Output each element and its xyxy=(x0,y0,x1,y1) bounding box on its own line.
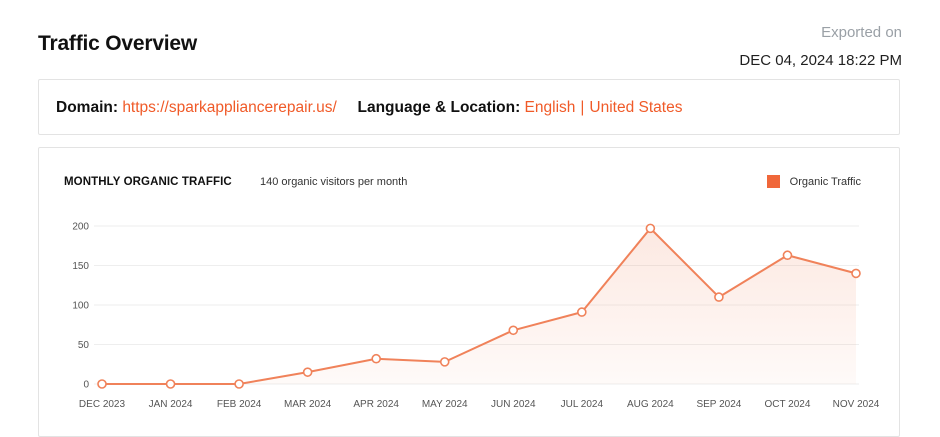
data-point[interactable] xyxy=(577,307,587,317)
x-tick-label: SEP 2024 xyxy=(696,399,741,410)
language-location-label: Language & Location: xyxy=(357,99,521,116)
y-tick-label: 200 xyxy=(72,222,89,233)
x-tick-label: AUG 2024 xyxy=(627,399,674,410)
export-date: DEC 04, 2024 18:22 PM xyxy=(739,52,902,69)
x-tick-label: JUN 2024 xyxy=(491,399,536,410)
chart-title: MONTHLY ORGANIC TRAFFIC xyxy=(64,176,232,188)
data-point[interactable] xyxy=(851,268,861,279)
domain-info-card: Domain: https://sparkappliancerepair.us/… xyxy=(38,79,900,135)
location-value[interactable]: United States xyxy=(589,99,683,116)
chart-subtitle: 140 organic visitors per month xyxy=(260,176,408,188)
domain-link[interactable]: https://sparkappliancerepair.us/ xyxy=(122,99,337,116)
language-value[interactable]: English xyxy=(524,99,576,116)
legend-label: Organic Traffic xyxy=(789,175,861,188)
data-point[interactable] xyxy=(234,379,244,389)
organic-traffic-chart-card: MONTHLY ORGANIC TRAFFIC 140 organic visi… xyxy=(38,147,900,437)
x-tick-label: OCT 2024 xyxy=(764,399,810,410)
data-points xyxy=(97,223,861,389)
x-tick-label: APR 2024 xyxy=(353,399,399,410)
x-tick-label: DEC 2023 xyxy=(79,399,126,410)
y-tick-label: 100 xyxy=(72,301,89,312)
series-line xyxy=(102,227,857,385)
y-tick-label: 0 xyxy=(83,380,89,391)
x-tick-label: JUL 2024 xyxy=(561,399,604,410)
page-title: Traffic Overview xyxy=(38,32,198,55)
x-axis-ticks: DEC 2023 JAN 2024 FEB 2024 MAR 2024 APR 2024… xyxy=(79,399,880,410)
series-area xyxy=(102,228,856,384)
domain-info-row: Domain: https://sparkappliancerepair.us/… xyxy=(56,99,682,117)
chart-legend[interactable]: Organic Traffic xyxy=(766,175,861,188)
y-axis-ticks: 0 50 100 150 200 xyxy=(72,222,89,391)
data-point[interactable] xyxy=(508,325,519,336)
x-tick-label: JAN 2024 xyxy=(149,399,193,410)
data-point[interactable] xyxy=(645,223,656,234)
domain-label: Domain: xyxy=(56,99,118,116)
data-point[interactable] xyxy=(714,292,724,302)
legend-swatch xyxy=(766,175,780,188)
area-fill xyxy=(102,228,856,384)
y-tick-label: 150 xyxy=(72,261,89,272)
series-line-organic-traffic xyxy=(102,227,857,385)
data-point[interactable] xyxy=(439,357,450,367)
language-location-separator: | xyxy=(580,99,585,116)
data-point[interactable] xyxy=(97,379,107,389)
data-point[interactable] xyxy=(165,379,176,389)
data-point[interactable] xyxy=(371,353,381,364)
data-point[interactable] xyxy=(302,367,313,377)
export-label: Exported on xyxy=(821,24,902,41)
data-point[interactable] xyxy=(782,250,793,261)
y-tick-label: 50 xyxy=(78,340,90,351)
x-tick-label: MAR 2024 xyxy=(284,399,332,410)
line-chart: 0 50 100 150 200 DEC 2023 JAN 2024 FEB 2024 MAR… xyxy=(72,222,880,411)
x-tick-label: FEB 2024 xyxy=(217,399,262,410)
x-tick-label: NOV 2024 xyxy=(833,399,880,410)
x-tick-label: MAY 2024 xyxy=(422,399,468,410)
